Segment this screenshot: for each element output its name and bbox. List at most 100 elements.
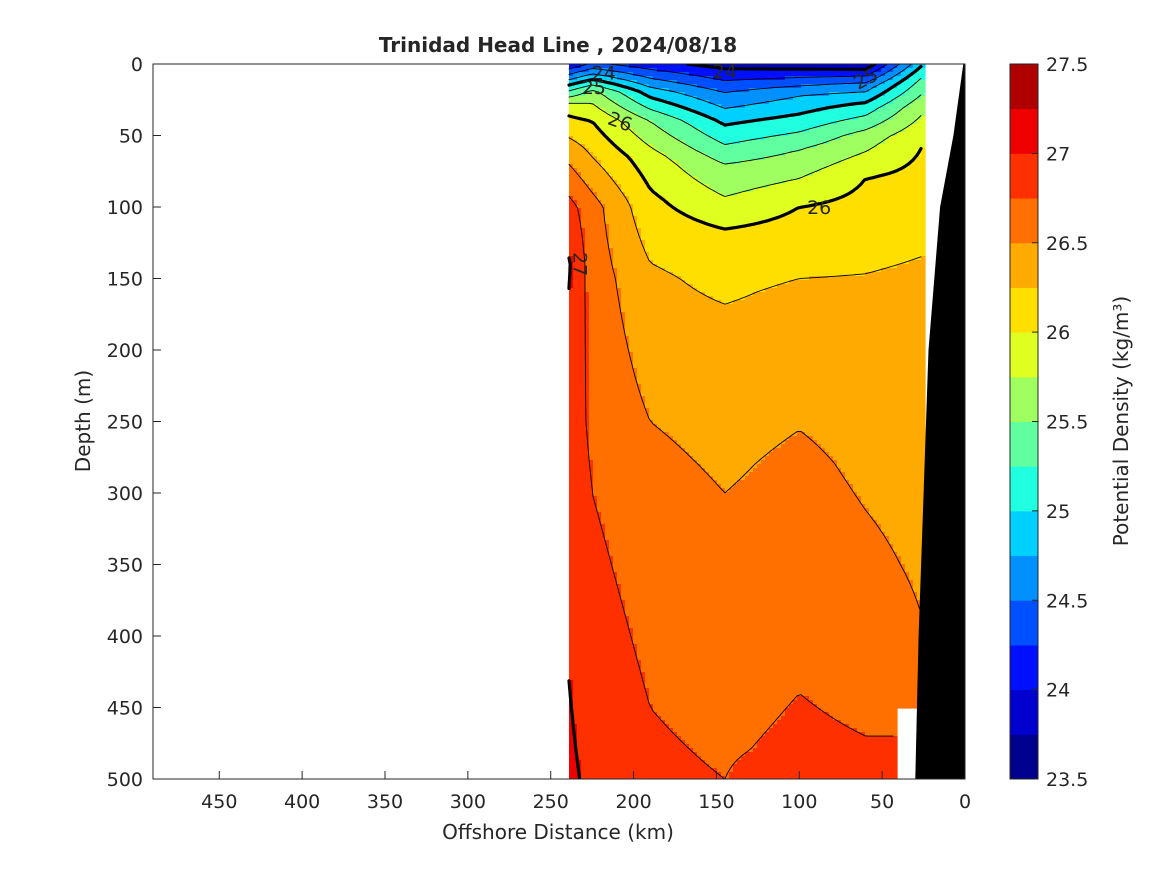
density-cell (789, 280, 926, 285)
density-cell (865, 504, 926, 509)
density-cell (677, 440, 786, 445)
y-axis-ticks: 0 50 100 150 200 250 300 350 400 450 500 (107, 54, 161, 791)
density-cell (669, 88, 718, 93)
density-cell (617, 572, 910, 577)
density-cell (621, 592, 918, 597)
density-cell (613, 260, 654, 265)
density-cell (593, 120, 626, 125)
density-cell (569, 496, 598, 501)
density-cell (585, 80, 610, 85)
density-cell (713, 136, 766, 141)
density-cell (881, 268, 926, 273)
density-cell (597, 496, 862, 501)
density-cell (913, 584, 926, 589)
density-cell (633, 156, 670, 161)
density-cell (913, 100, 926, 105)
density-cell (581, 760, 706, 765)
density-cell (569, 620, 630, 625)
density-cell (697, 288, 766, 293)
density-cell (893, 548, 926, 553)
density-cell (569, 464, 594, 469)
density-cell (861, 496, 926, 501)
contour-label: 24 (592, 63, 616, 85)
density-cell (789, 436, 814, 441)
density-cell (569, 292, 590, 297)
density-cell (569, 532, 606, 537)
density-cell (905, 92, 926, 97)
colorbar-swatch (1010, 198, 1038, 244)
density-cell (869, 512, 926, 517)
density-cell (625, 312, 926, 317)
density-cell (569, 312, 590, 317)
density-cell (785, 708, 822, 713)
density-cell (629, 196, 666, 201)
density-cell (637, 380, 926, 385)
density-cell (649, 700, 794, 705)
density-cell (877, 520, 926, 525)
density-cell (801, 148, 870, 153)
density-cell (589, 308, 622, 313)
x-tick-label: 300 (450, 791, 486, 813)
contour-label: 27 (569, 252, 591, 276)
density-cell (897, 64, 914, 69)
density-cell (609, 548, 894, 553)
density-cell (861, 152, 922, 157)
x-tick-label: 0 (959, 791, 971, 813)
density-cell (585, 92, 606, 97)
density-cell (641, 388, 926, 393)
density-cell (569, 152, 594, 157)
density-cell (625, 600, 922, 605)
density-cell (577, 140, 614, 145)
density-cell (677, 160, 722, 165)
density-cell (753, 468, 842, 473)
density-cell (853, 132, 898, 137)
density-cell (573, 136, 610, 141)
density-cell (653, 188, 714, 193)
density-cell (569, 236, 586, 241)
density-cell (589, 356, 634, 361)
y-tick-label: 0 (131, 54, 143, 76)
density-cell (845, 472, 926, 477)
density-cell (913, 84, 926, 89)
density-cell (865, 128, 906, 133)
contour-line (567, 64, 923, 127)
density-cell (589, 444, 682, 449)
density-cell (681, 104, 722, 109)
density-cell (589, 416, 650, 421)
density-cell (705, 468, 754, 473)
density-cell (605, 212, 634, 217)
colorbar: 27.5 27 26.5 26 25.5 25 24.5 24 23.5 Potential D… (1009, 54, 1133, 791)
density-cell (633, 212, 686, 217)
density-cell (693, 284, 778, 289)
density-cell (593, 152, 626, 157)
density-cell (589, 292, 622, 297)
density-cell (585, 180, 618, 185)
density-cell (625, 324, 926, 329)
density-cell (641, 136, 678, 141)
density-cell (585, 236, 610, 241)
density-cell (621, 584, 914, 589)
density-cell (657, 424, 926, 429)
density-cell (713, 476, 746, 481)
density-cell (589, 320, 626, 325)
density-cell (569, 560, 614, 565)
density-cell (713, 188, 754, 193)
density-cell (593, 484, 722, 489)
density-cell (733, 484, 854, 489)
density-cell (649, 408, 926, 413)
density-cell (569, 180, 586, 185)
density-cell (569, 484, 594, 489)
density-cell (581, 208, 606, 213)
density-cell (901, 72, 914, 77)
density-cell (809, 128, 866, 133)
density-cell (569, 616, 630, 621)
density-cell (701, 128, 810, 133)
density-cell (617, 284, 694, 289)
density-cell (809, 204, 926, 209)
density-cell (573, 684, 646, 689)
density-cell (613, 560, 902, 565)
density-cell (877, 76, 894, 81)
density-cell (761, 460, 838, 465)
density-cell (641, 228, 926, 233)
density-cell (569, 144, 586, 149)
